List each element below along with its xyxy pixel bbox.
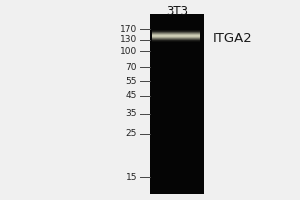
- Text: ITGA2: ITGA2: [213, 32, 253, 46]
- Bar: [152, 40, 200, 41]
- Text: 70: 70: [126, 62, 137, 72]
- Bar: [152, 41, 200, 42]
- Text: 25: 25: [126, 130, 137, 138]
- Bar: [152, 31, 200, 32]
- Bar: [152, 37, 200, 38]
- Bar: [152, 39, 200, 40]
- Text: 15: 15: [126, 172, 137, 182]
- Text: 35: 35: [126, 110, 137, 118]
- Text: 55: 55: [126, 76, 137, 86]
- Bar: [152, 30, 200, 31]
- Bar: [152, 32, 200, 33]
- Bar: [152, 34, 200, 35]
- Bar: [150, 14, 204, 194]
- Bar: [152, 36, 200, 37]
- Bar: [152, 35, 200, 36]
- Bar: [152, 38, 200, 39]
- Text: 170: 170: [120, 24, 137, 33]
- Bar: [152, 33, 200, 34]
- Text: 100: 100: [120, 46, 137, 55]
- Text: 3T3: 3T3: [166, 5, 188, 18]
- Text: 45: 45: [126, 92, 137, 100]
- Text: 130: 130: [120, 36, 137, 45]
